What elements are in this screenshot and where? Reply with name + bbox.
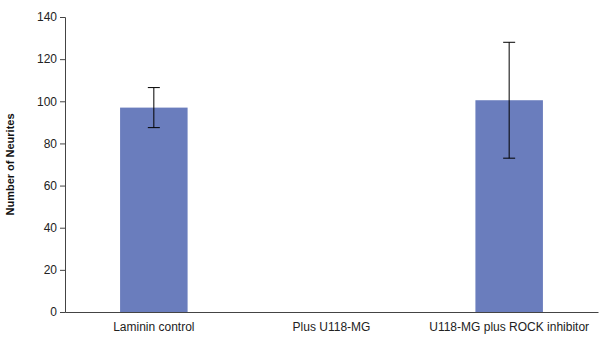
y-tick: 100 <box>37 95 65 109</box>
error-stem <box>509 42 510 158</box>
y-axis: 0 20 40 60 80 100 120 140 <box>37 10 66 319</box>
x-tick: Plus U118-MG <box>293 312 371 334</box>
x-tick-label: Laminin control <box>113 320 194 334</box>
x-tick-label: U118-MG plus ROCK inhibitor <box>429 320 589 334</box>
y-tick-mark <box>60 186 65 187</box>
error-stem <box>153 88 154 128</box>
y-axis-title: Number of Neurites <box>4 113 16 215</box>
y-tick-label: 40 <box>44 221 58 235</box>
y-tick: 40 <box>44 221 65 235</box>
y-tick: 20 <box>44 263 65 277</box>
error-bar <box>503 42 515 158</box>
y-tick: 140 <box>37 10 65 24</box>
y-tick-mark <box>60 101 65 102</box>
plot: 0 20 40 60 80 100 120 140 Laminin control Plus U1… <box>37 10 599 333</box>
x-axis: Laminin control Plus U118-MG U118-MG plus … <box>66 312 599 334</box>
x-tick-label: Plus U118-MG <box>293 320 371 334</box>
y-tick-mark <box>60 312 65 313</box>
error-cap <box>503 158 515 159</box>
x-tick: U118-MG plus ROCK inhibitor <box>429 312 589 334</box>
y-tick-label: 100 <box>37 95 57 109</box>
x-tick: Laminin control <box>113 312 194 334</box>
error-bar <box>148 88 160 128</box>
x-axis-line <box>66 312 599 313</box>
marks <box>120 42 543 312</box>
y-tick-label: 60 <box>44 179 58 193</box>
y-tick-label: 80 <box>44 137 58 151</box>
y-tick: 80 <box>44 137 65 151</box>
bar <box>298 312 366 313</box>
bar <box>120 108 188 312</box>
y-tick-mark <box>60 228 65 229</box>
chart: 0 20 40 60 80 100 120 140 Laminin control Plus U1… <box>0 0 600 337</box>
y-tick-mark <box>60 270 65 271</box>
error-cap <box>503 42 515 43</box>
y-axis-line <box>60 18 66 313</box>
y-tick-label: 20 <box>44 263 58 277</box>
y-tick: 120 <box>37 52 65 66</box>
y-tick-mark <box>60 143 65 144</box>
y-tick-label: 0 <box>50 305 57 319</box>
y-tick: 60 <box>44 179 65 193</box>
y-tick: 0 <box>50 305 65 319</box>
y-tick-mark <box>60 59 65 60</box>
y-tick-label: 120 <box>37 52 57 66</box>
error-cap <box>148 87 160 88</box>
y-tick-mark <box>60 17 65 18</box>
error-cap <box>148 127 160 128</box>
y-tick-label: 140 <box>37 10 57 24</box>
